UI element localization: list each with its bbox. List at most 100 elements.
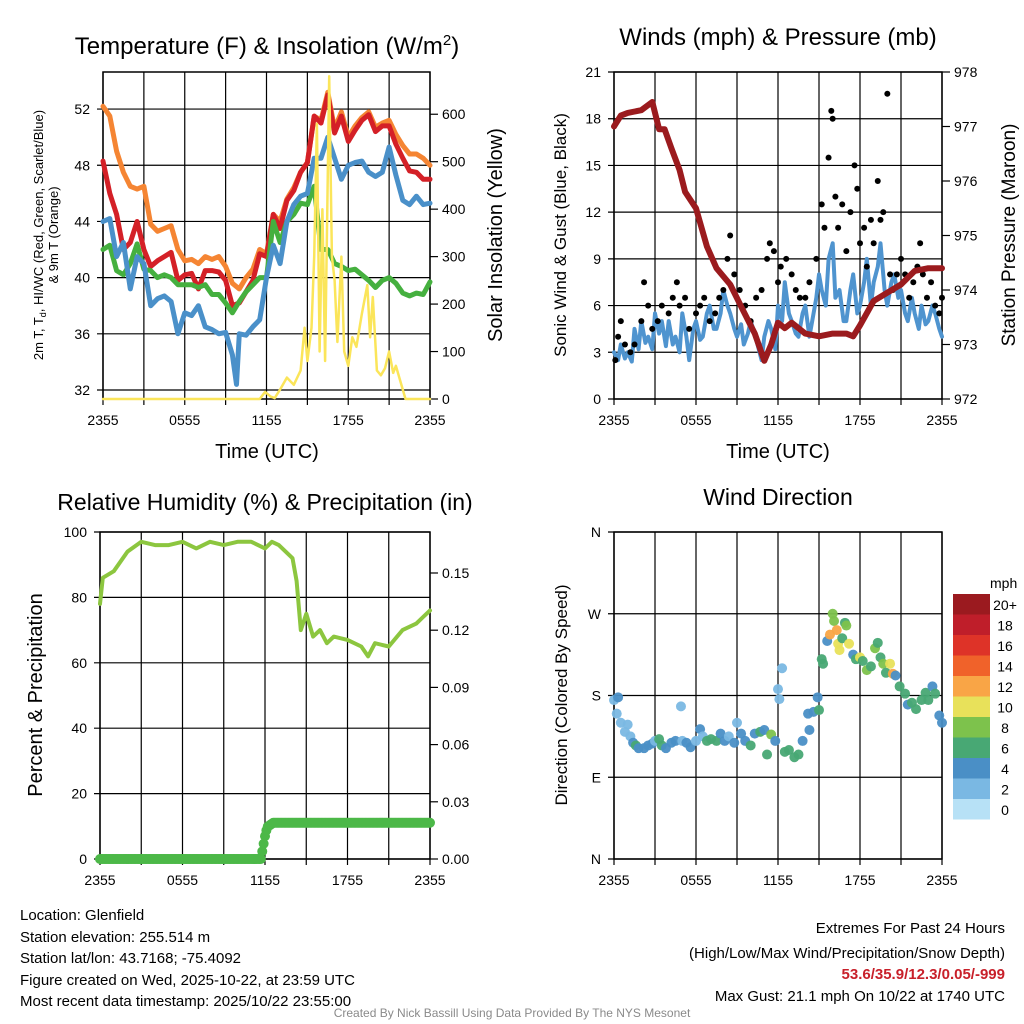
series-line-station-pressure bbox=[611, 99, 945, 364]
gust-point bbox=[673, 279, 680, 286]
wind-direction-point bbox=[812, 692, 823, 703]
wind-direction-point bbox=[857, 655, 868, 666]
legend-label: 6 bbox=[1001, 741, 1009, 757]
gust-point bbox=[615, 333, 622, 340]
x-tick-label: 1155 bbox=[250, 872, 280, 888]
gust-point bbox=[658, 302, 665, 309]
gust-point bbox=[813, 255, 820, 262]
extremes-values: 53.6/35.9/12.3/0.05/-999 bbox=[841, 966, 1005, 983]
wind-direction-point bbox=[937, 717, 947, 728]
left-tick-label: 44 bbox=[74, 213, 90, 229]
precipitation-point bbox=[425, 817, 435, 828]
station-elevation: Station elevation: 255.514 m bbox=[20, 928, 211, 946]
right-tick-label: 100 bbox=[442, 344, 466, 360]
legend-swatch bbox=[953, 717, 990, 738]
wind-direction-point bbox=[613, 692, 624, 703]
x-tick-label: 2355 bbox=[87, 412, 118, 428]
gust-point bbox=[775, 279, 781, 286]
right-tick-label: 976 bbox=[954, 173, 978, 189]
gust-point bbox=[766, 240, 773, 247]
x-tick-label: 1155 bbox=[251, 412, 281, 428]
wind-direction-point bbox=[923, 695, 934, 706]
wind-direction-point bbox=[911, 704, 922, 715]
left-tick-label: 0 bbox=[593, 391, 601, 407]
wind-direction-point bbox=[774, 694, 785, 705]
gust-point bbox=[847, 209, 854, 216]
wind-direction-point bbox=[611, 708, 622, 719]
gust-point bbox=[641, 279, 648, 286]
temperature-x-axis-title: Time (UTC) bbox=[215, 441, 319, 463]
gust-point bbox=[617, 318, 624, 325]
x-tick-label: 0555 bbox=[680, 872, 711, 888]
right-tick-label: 972 bbox=[954, 391, 978, 407]
gust-point bbox=[874, 178, 881, 184]
wind-direction-point bbox=[841, 620, 852, 631]
x-tick-label: 2355 bbox=[926, 412, 957, 428]
wind-direction-point bbox=[773, 684, 783, 695]
right-tick-label: 973 bbox=[954, 337, 978, 353]
legend-label: 0 bbox=[1001, 802, 1009, 818]
pressure-right-axis-title: Station Pressure (Maroon) bbox=[999, 124, 1020, 347]
legend-label: 12 bbox=[997, 679, 1013, 695]
left-tick-label: 18 bbox=[585, 111, 601, 127]
wind-direction-point bbox=[729, 737, 740, 748]
precipitation-point bbox=[257, 846, 268, 857]
gust-point bbox=[870, 240, 877, 247]
gust-point bbox=[919, 271, 926, 278]
gust-point bbox=[923, 294, 930, 301]
wind-direction-point bbox=[770, 735, 781, 746]
left-tick-label: 100 bbox=[64, 524, 88, 540]
left-tick-label: 12 bbox=[585, 204, 601, 220]
x-tick-label: 0555 bbox=[680, 412, 711, 428]
wind-direction-point bbox=[732, 717, 742, 728]
wind-left-axis-title: Sonic Wind & Gust (Blue, Black) bbox=[551, 113, 570, 357]
gust-point bbox=[877, 216, 884, 223]
gust-point bbox=[829, 115, 836, 122]
left-tick-label: 15 bbox=[585, 157, 601, 173]
x-tick-label: 2355 bbox=[84, 872, 115, 888]
gust-point bbox=[936, 310, 943, 317]
gust-point bbox=[783, 255, 790, 262]
gust-point bbox=[898, 255, 904, 262]
legend-swatch bbox=[953, 799, 990, 820]
legend-label: 16 bbox=[997, 638, 1013, 654]
gust-point bbox=[861, 224, 868, 231]
gust-point bbox=[818, 201, 825, 208]
legend-label: 14 bbox=[997, 659, 1013, 675]
x-tick-label: 1755 bbox=[332, 872, 363, 888]
x-tick-label: 1755 bbox=[844, 412, 875, 428]
left-tick-label: 6 bbox=[593, 298, 601, 314]
x-tick-label: 0555 bbox=[169, 412, 200, 428]
max-gust: Max Gust: 21.1 mph On 10/22 at 1740 UTC bbox=[714, 987, 1005, 1005]
left-tick-label: E bbox=[592, 769, 601, 785]
wind-direction-point bbox=[930, 688, 941, 699]
temperature-left-axis-title-line2: & 9m T (Orange) bbox=[46, 186, 61, 283]
gust-point bbox=[867, 216, 874, 223]
right-tick-label: 500 bbox=[442, 154, 466, 170]
gust-point bbox=[939, 294, 945, 301]
left-tick-label: 0 bbox=[79, 851, 87, 867]
temperature-left-axis-title: 2m T, Td, HI/WC (Red, Green, Scarlet/Blu… bbox=[31, 110, 48, 360]
wind-direction-point bbox=[834, 645, 845, 656]
wind-direction-point bbox=[762, 749, 773, 760]
extremes-fields: (High/Low/Max Wind/Precipitation/Snow De… bbox=[689, 944, 1005, 962]
gust-point bbox=[764, 255, 771, 262]
wind-direction-point bbox=[736, 728, 747, 739]
wind-direction-point bbox=[793, 749, 804, 760]
wind-direction-point bbox=[797, 735, 808, 746]
wind-direction-point bbox=[900, 688, 911, 699]
wind-direction-chart-title: Wind Direction bbox=[703, 484, 853, 510]
gust-point bbox=[857, 240, 863, 247]
right-tick-label: 975 bbox=[954, 228, 978, 244]
right-tick-label: 0.06 bbox=[442, 737, 469, 753]
legend-swatch bbox=[953, 676, 990, 697]
precipitation-point bbox=[255, 854, 266, 864]
gust-point bbox=[676, 302, 683, 309]
gust-point bbox=[806, 279, 813, 286]
right-tick-label: 300 bbox=[442, 249, 466, 265]
left-tick-label: 36 bbox=[74, 326, 90, 342]
x-tick-label: 0555 bbox=[167, 872, 198, 888]
gust-point bbox=[686, 325, 693, 332]
